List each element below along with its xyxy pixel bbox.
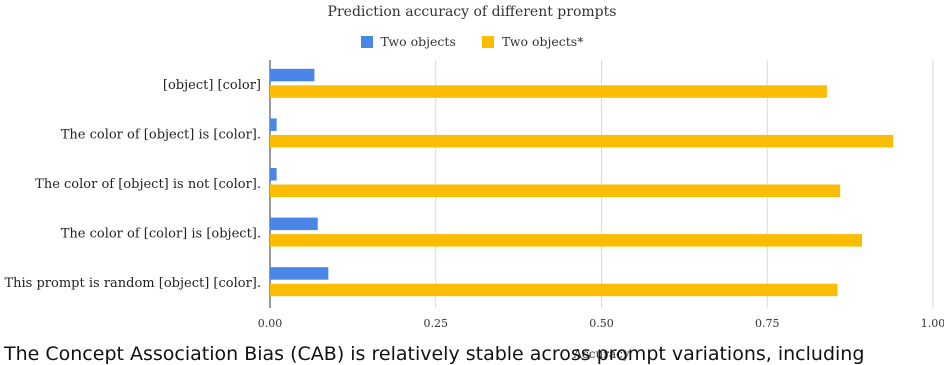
bar-two-objects bbox=[270, 68, 315, 82]
x-tick-label: 0.00 bbox=[258, 317, 283, 330]
x-tick-label: 0.50 bbox=[589, 317, 614, 330]
category-label: [object] [color] bbox=[163, 78, 261, 93]
category-label: The color of [color] is [object]. bbox=[61, 227, 261, 242]
bar-two-objects-star bbox=[270, 234, 863, 247]
legend-label: Two objects bbox=[380, 34, 456, 49]
category-label: The color of [object] is not [color]. bbox=[35, 177, 261, 192]
x-tick-label: 0.75 bbox=[755, 317, 780, 330]
legend-swatch-blue bbox=[360, 35, 373, 48]
legend-swatch-yellow bbox=[481, 35, 494, 48]
legend: Two objects Two objects* bbox=[0, 34, 944, 49]
bar-two-objects bbox=[270, 118, 277, 131]
bar-two-objects bbox=[270, 217, 318, 231]
x-tick-label: 0.25 bbox=[424, 317, 449, 330]
chart-title: Prediction accuracy of different prompts bbox=[327, 4, 617, 20]
bar-two-objects-star bbox=[270, 85, 827, 98]
bar-two-objects-star bbox=[270, 134, 894, 148]
x-axis-title: Accuracy bbox=[572, 347, 629, 361]
legend-item-two-objects-star: Two objects* bbox=[481, 34, 584, 49]
bar-two-objects-star bbox=[270, 283, 838, 297]
bar-two-objects bbox=[270, 267, 329, 280]
legend-item-two-objects: Two objects bbox=[360, 34, 456, 49]
x-tick-label: 1.00 bbox=[921, 317, 944, 330]
bar-two-objects bbox=[270, 168, 277, 181]
category-label: This prompt is random [object] [color]. bbox=[4, 276, 261, 291]
category-label: The color of [object] is [color]. bbox=[61, 127, 261, 142]
legend-label: Two objects* bbox=[501, 34, 584, 49]
caption-text: The Concept Association Bias (CAB) is re… bbox=[4, 343, 865, 365]
bar-two-objects-star bbox=[270, 184, 841, 197]
